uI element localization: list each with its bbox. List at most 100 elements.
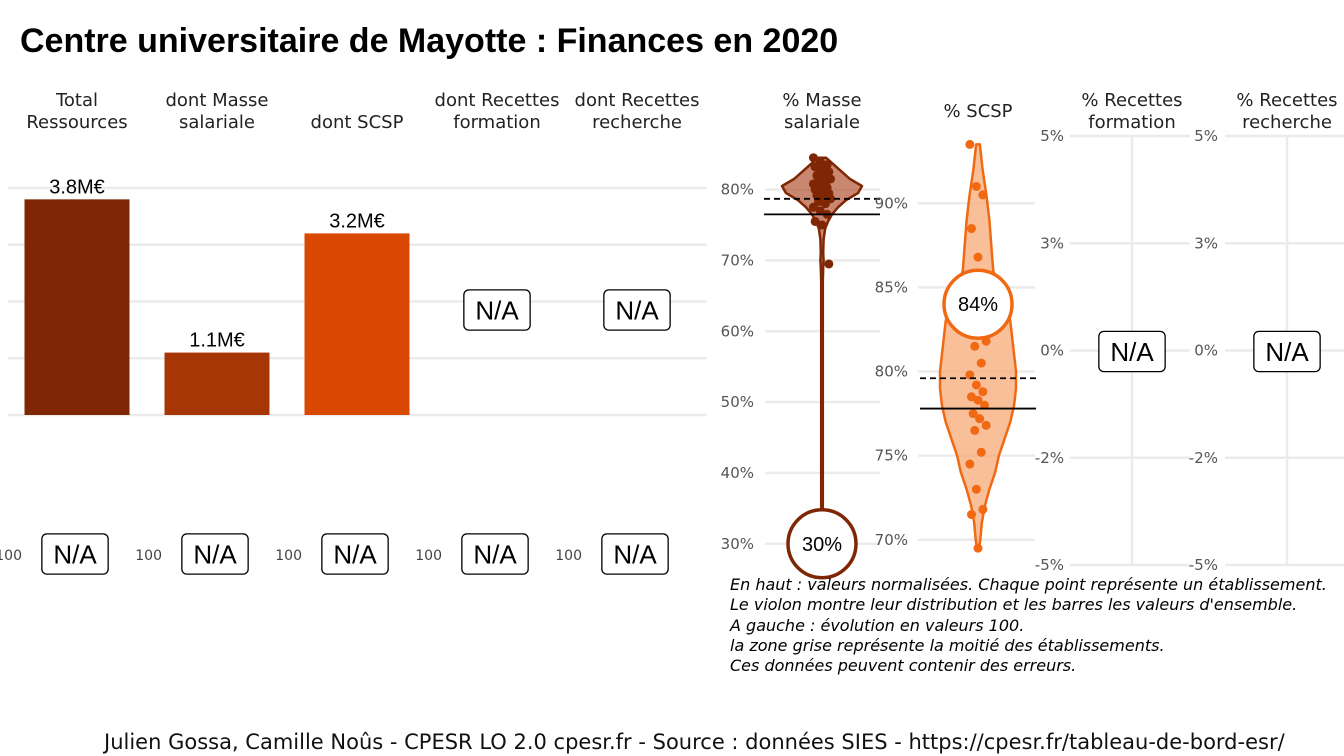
column-header: dont Recettes recherche [575, 90, 700, 133]
value-bubble-label: 30% [802, 534, 842, 556]
note-line: la zone grise représente la moitié des é… [730, 635, 1165, 655]
panel-tick-label: 70% [875, 531, 908, 549]
data-point [978, 504, 988, 514]
panel-header: % Masse salariale [782, 90, 861, 133]
panel-header: % SCSP [943, 101, 1012, 122]
bar [164, 352, 270, 415]
evolution-na-label-box [461, 533, 529, 575]
bar [304, 233, 410, 415]
panel-tick-label: 75% [875, 447, 908, 465]
value-bubble-label: 84% [958, 294, 998, 316]
source-caption: Julien Gossa, Camille Noûs - CPESR LO 2.… [104, 730, 1285, 754]
column-header: dont Recettes formation [435, 90, 560, 133]
evolution-na-label: N/A [473, 539, 517, 569]
panel-tick-label: 3% [1194, 234, 1218, 252]
panel-tick-label: 80% [721, 181, 754, 199]
data-point [978, 387, 988, 397]
evolution-axis-tick: 100 [275, 548, 302, 564]
panel-tick-label: 5% [1194, 127, 1218, 145]
panel-tick-label: 3% [1040, 234, 1064, 252]
panel-na-label: N/A [1110, 337, 1154, 367]
panel-tick-label: 40% [721, 464, 754, 482]
evolution-axis-tick: 100 [555, 548, 582, 564]
panel-tick-label: 5% [1040, 127, 1064, 145]
data-point [824, 259, 834, 269]
data-point [981, 420, 991, 430]
bar-na-label-box [463, 289, 531, 331]
evolution-axis-tick: 100 [415, 548, 442, 564]
data-point [970, 341, 980, 351]
panel-tick-label: 85% [875, 278, 908, 296]
data-point [810, 162, 820, 172]
evolution-na-label-box [321, 533, 389, 575]
bar-na-label: N/A [475, 295, 519, 325]
data-point [966, 224, 976, 234]
evolution-na-label-box [601, 533, 669, 575]
evolution-na-label: N/A [613, 539, 657, 569]
data-point [976, 358, 986, 368]
data-point [970, 425, 980, 435]
bar [24, 199, 130, 415]
data-point [973, 252, 983, 262]
data-point [980, 400, 990, 410]
note-line: A gauche : évolution en valeurs 100. [730, 615, 1025, 635]
panel-tick-label: -5% [1035, 556, 1064, 574]
evolution-na-label-box [41, 533, 109, 575]
panel-header: % Recettes recherche [1236, 90, 1337, 133]
panel-tick-label: -5% [1189, 556, 1218, 574]
evolution-axis-tick: 100 [135, 548, 162, 564]
bar-data-label: 3.8M€ [49, 176, 105, 198]
data-point [971, 380, 981, 390]
data-point [810, 216, 820, 226]
data-point [808, 153, 818, 163]
value-bubble [786, 508, 858, 580]
column-header: dont Masse salariale [165, 90, 268, 133]
bar-data-label: 3.2M€ [329, 210, 385, 232]
data-point [978, 190, 988, 200]
panel-tick-label: 50% [721, 393, 754, 411]
data-point [965, 139, 975, 149]
evolution-na-label: N/A [333, 539, 377, 569]
evolution-na-label-box [181, 533, 249, 575]
note-line: En haut : valeurs normalisées. Chaque po… [730, 575, 1327, 594]
bar-na-label-box [603, 289, 671, 331]
panel-tick-label: 0% [1040, 342, 1064, 360]
bar-data-label: 1.1M€ [189, 330, 245, 352]
data-point [820, 199, 830, 209]
value-bubble [942, 268, 1014, 340]
data-point [966, 510, 976, 520]
note-line: Ces données peuvent contenir des erreurs… [730, 656, 1077, 676]
data-point [975, 414, 985, 424]
data-point [817, 220, 827, 230]
data-point [815, 206, 825, 216]
data-point [976, 447, 986, 457]
panel-tick-label: -2% [1035, 449, 1064, 467]
panel-tick-label: 30% [721, 535, 754, 553]
data-point [808, 202, 818, 212]
panel-header: % Recettes formation [1081, 90, 1182, 133]
chart-title: Centre universitaire de Mayotte : Financ… [20, 22, 839, 60]
panel-na-label-box [1098, 330, 1166, 373]
data-point [971, 484, 981, 494]
panel-na-label: N/A [1265, 337, 1309, 367]
panel-na-label-box [1253, 330, 1321, 373]
panel-tick-label: 0% [1194, 342, 1218, 360]
column-header: Total Ressources [26, 90, 127, 133]
panel-tick-label: 90% [875, 194, 908, 212]
evolution-na-label: N/A [193, 539, 237, 569]
data-point [968, 409, 978, 419]
panel-tick-label: 70% [721, 251, 754, 269]
evolution-na-label: N/A [53, 539, 97, 569]
panel-tick-label: -2% [1189, 449, 1218, 467]
data-point [965, 459, 975, 469]
data-point [971, 181, 981, 191]
data-point [973, 543, 983, 553]
data-point [965, 370, 975, 380]
note-line: Le violon montre leur distribution et le… [730, 595, 1298, 615]
data-point [973, 395, 983, 405]
bar-na-label: N/A [615, 295, 659, 325]
panel-tick-label: 60% [721, 322, 754, 340]
evolution-axis-tick: 100 [0, 548, 22, 564]
column-header: dont SCSP [311, 112, 404, 133]
